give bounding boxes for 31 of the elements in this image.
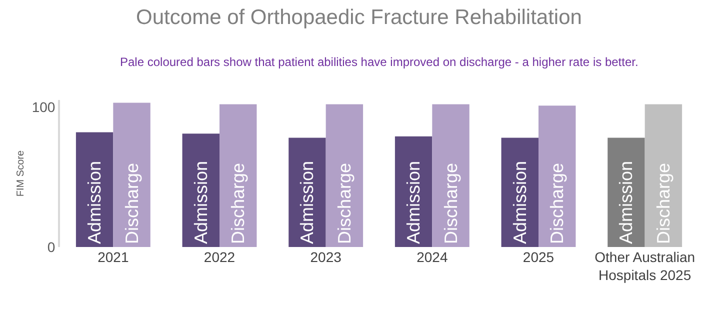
bar [432,104,470,247]
chart-title: Outcome of Orthopaedic Fracture Rehabilitation [136,6,582,29]
bar [113,102,150,247]
text: Pale coloured bars show that patient abilities have improved on discharge - a higher rate is better. [120,55,638,69]
x-tick-label: 2022 [204,249,236,265]
y-tick-label: 100 [32,98,56,115]
text: Discharge [228,162,248,244]
text: Admission [190,160,211,244]
x-tick-label: 2025 [522,249,554,265]
series-label: Discharge [122,162,142,244]
x-tick-label: 2024 [416,249,448,265]
bar [288,138,326,247]
y-axis-title: FIM Score [15,150,26,197]
text: Admission [404,160,424,244]
text: Discharge [334,162,354,244]
y-tick-label: 0 [47,238,56,255]
bar [538,106,576,247]
text: Admission [616,160,636,244]
bar [608,138,645,247]
text: Discharge [440,162,461,244]
bar [326,104,364,247]
text: Admission [510,160,530,244]
text: Admission [297,160,318,244]
text: Discharge [653,162,674,244]
bar [644,104,682,247]
x-tick-label: 2023 [310,249,342,265]
text: Discharge [547,162,568,244]
bar [220,104,257,247]
x-tick-label: 2021 [98,249,129,265]
x-tick-label: Other Australian Hospitals 2025 [594,249,696,284]
series-label: Admission [84,160,105,244]
